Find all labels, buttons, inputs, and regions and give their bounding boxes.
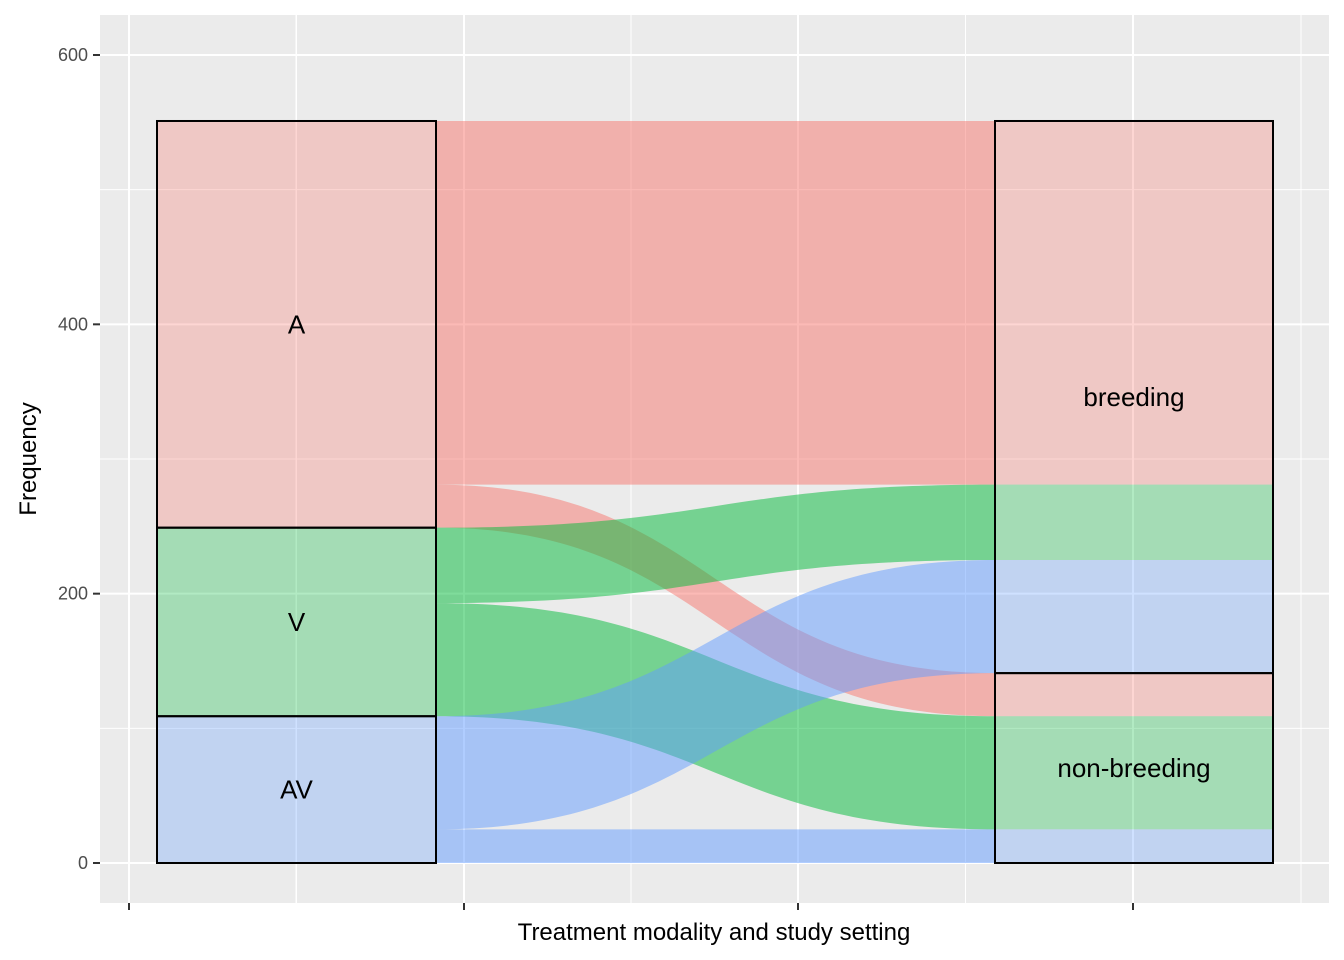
x-axis-title: Treatment modality and study setting [518,919,911,946]
stratum-segment-non-breeding-AV [995,829,1273,863]
flow-V-breeding [436,484,995,604]
flow-AV-breeding [436,560,995,830]
flows [436,120,995,863]
stratum-fill-AV [157,716,436,863]
flow-A-breeding [436,120,995,485]
stratum-label-breeding: breeding [1083,382,1184,412]
stratum-label-non-breeding: non-breeding [1057,753,1210,783]
y-tick-label: 0 [78,853,88,873]
stratum-segment-breeding-A [995,120,1273,485]
y-axis: 0 200 400 600 [58,45,100,873]
stratum-label-A: A [288,309,306,339]
stratum-segment-non-breeding-V [995,716,1273,830]
y-tick-label: 600 [58,45,88,65]
stratum-label-V: V [288,607,306,637]
stratum-AV [156,715,437,864]
stratum-non-breeding [994,672,1274,864]
y-tick-label: 400 [58,314,88,334]
stratum-fill-A [157,120,436,528]
y-tick-label: 200 [58,584,88,604]
y-axis-title: Frequency [15,402,42,515]
stratum-fill-V [157,527,436,717]
stratum-label-AV: AV [280,775,313,805]
x-axis [128,903,1134,910]
stratum-segment-breeding-V [995,484,1273,560]
stratum-segment-non-breeding-A [995,673,1273,717]
stratum-segment-breeding-AV [995,560,1273,674]
flow-AV-non-breeding [436,829,995,863]
